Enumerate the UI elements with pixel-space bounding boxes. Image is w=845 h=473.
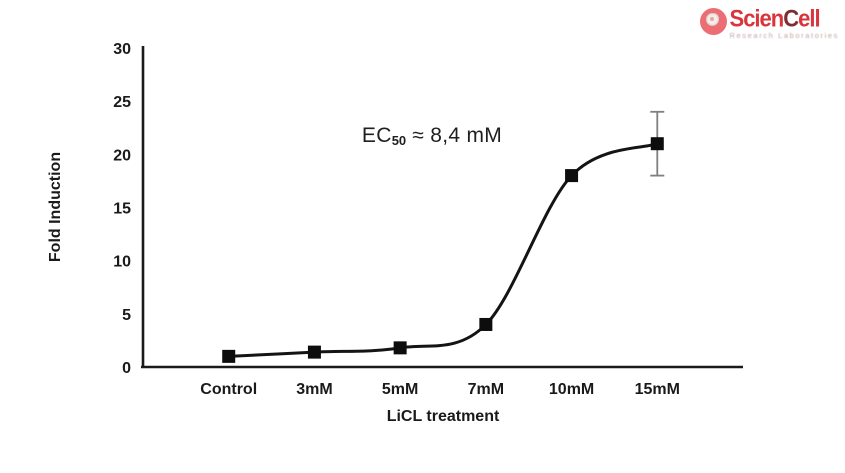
ec50-prefix: EC <box>361 124 392 147</box>
logo-word-prefix: Scien <box>729 4 785 32</box>
y-tick-label: 5 <box>122 307 131 324</box>
logo-tagline: Research Laboratories <box>729 31 839 40</box>
data-point-marker <box>393 341 407 355</box>
y-tick-label: 15 <box>113 201 131 218</box>
logo-wordmark: ScienCell <box>729 4 839 32</box>
data-point-marker <box>650 137 664 151</box>
x-category-label: 5mM <box>382 381 418 398</box>
ec50-rest: ≈ 8,4 mM <box>406 124 503 147</box>
x-category-label: 10mM <box>549 381 594 398</box>
logo-word-c: C <box>783 4 799 32</box>
sciencell-logo: ScienCell Research Laboratories <box>699 4 839 40</box>
data-point-marker <box>307 345 321 359</box>
data-point-marker <box>222 349 236 363</box>
x-category-label: 7mM <box>468 381 504 398</box>
y-axis-title-text: Fold Induction <box>47 151 65 263</box>
x-category-label: 3mM <box>296 381 332 398</box>
x-axis-title: LiCL treatment <box>386 408 500 425</box>
data-point-marker <box>565 169 579 183</box>
x-category-label: 15mM <box>635 381 680 398</box>
y-tick-label: 20 <box>113 147 131 164</box>
ec50-subscript: 50 <box>391 133 407 148</box>
cell-body-icon <box>705 13 719 26</box>
cell-icon <box>699 8 727 35</box>
ec50-annotation: EC50 ≈ 8,4 mM <box>282 124 582 148</box>
logo-word-suffix: ell <box>798 4 820 32</box>
cell-nucleus-icon <box>709 17 714 21</box>
y-tick-label: 0 <box>122 360 131 377</box>
x-category-label: Control <box>200 381 257 398</box>
y-tick-label: 30 <box>113 41 131 58</box>
logo-text-block: ScienCell Research Laboratories <box>729 4 839 40</box>
data-point-marker <box>479 317 493 331</box>
y-tick-label: 25 <box>113 94 131 111</box>
data-curve <box>227 142 659 358</box>
y-tick-label: 10 <box>113 254 131 271</box>
